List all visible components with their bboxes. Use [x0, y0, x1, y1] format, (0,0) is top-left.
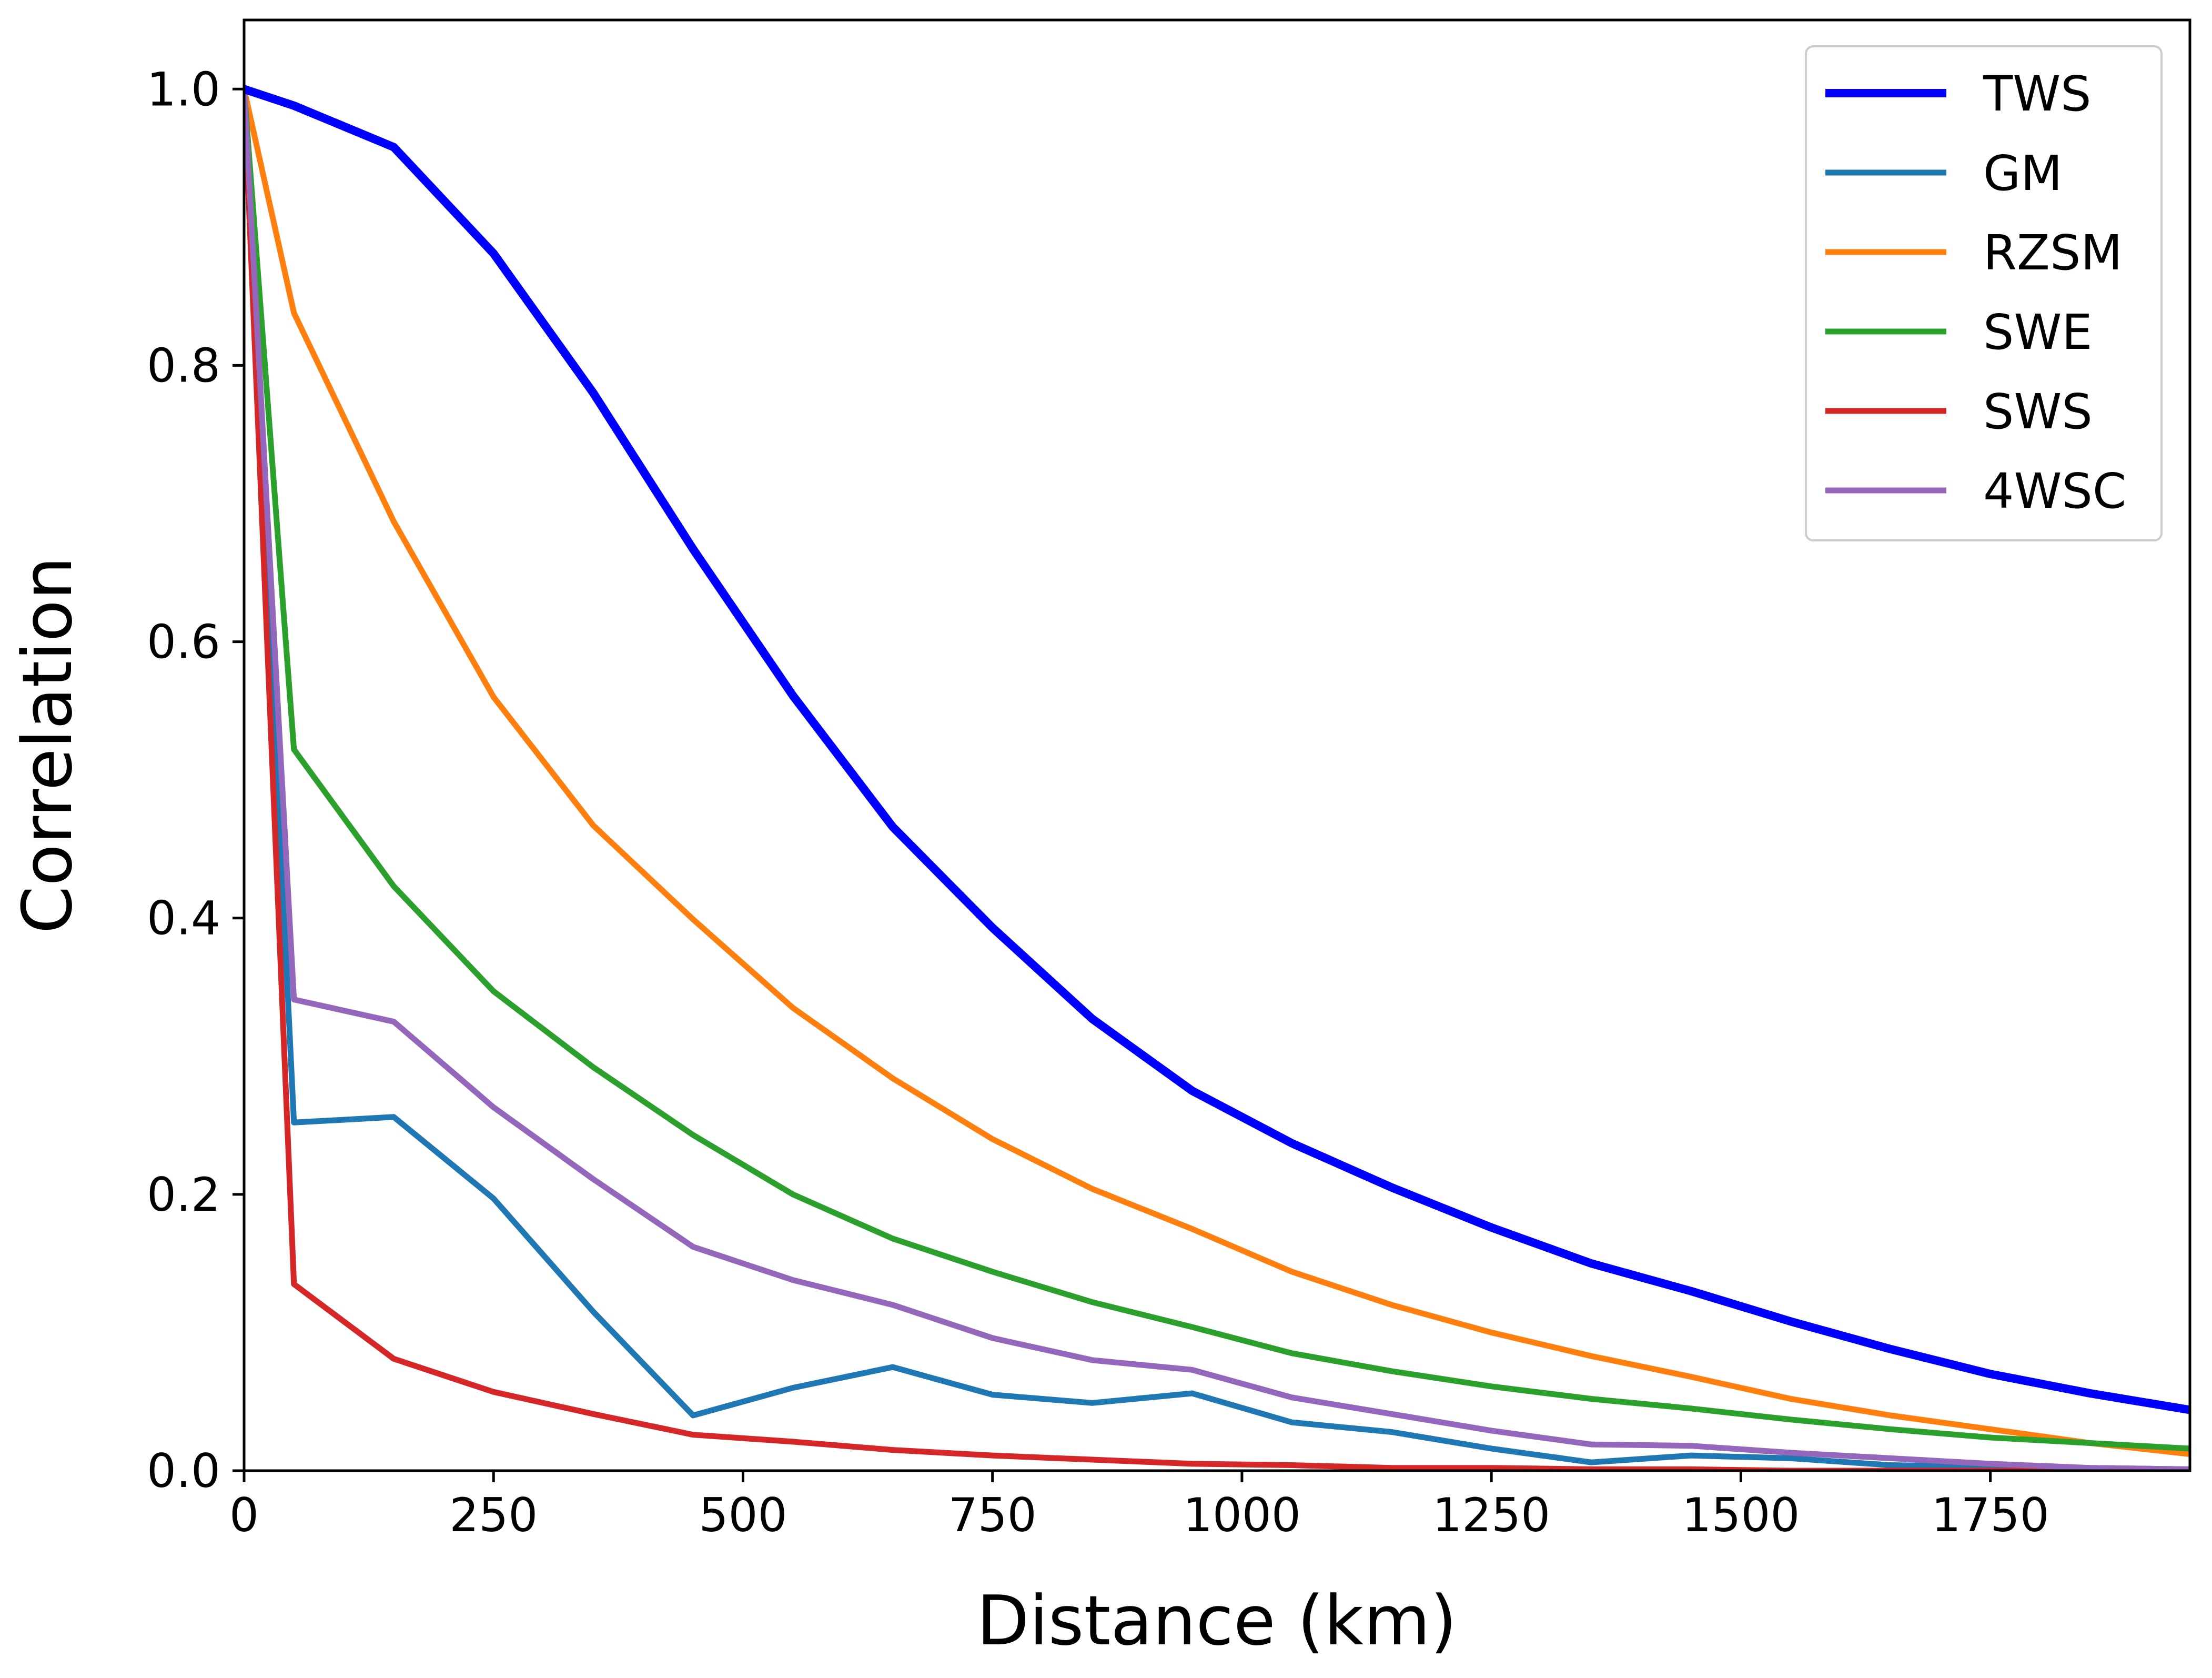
series-line-swe [244, 88, 2190, 1452]
legend-item-swe: SWE [1825, 304, 2093, 360]
legend-item-sws: SWS [1825, 384, 2093, 440]
series-line-tws [244, 85, 2190, 1414]
x-tick-label: 0 [229, 1488, 259, 1542]
legend-item-4wsc: 4WSC [1825, 463, 2126, 519]
x-tick-label: 1250 [1432, 1488, 1550, 1542]
series-line-gm [244, 89, 2190, 1471]
y-tick-label: 0.6 [147, 615, 220, 669]
plot-area-frame [243, 18, 2191, 1472]
x-tick-label: 1500 [1682, 1488, 1800, 1542]
x-tick-label: 1000 [1183, 1488, 1301, 1542]
legend-label: SWE [1983, 304, 2093, 360]
legend-label: GM [1983, 145, 2063, 202]
legend-label: SWS [1983, 384, 2093, 440]
x-axis-ticks: 0 250 500 750 1000 1250 1500 1750 [229, 1471, 2049, 1542]
x-tick-label: 750 [948, 1488, 1037, 1542]
legend-item-tws: TWS [1825, 66, 2092, 122]
y-axis-label: Correlation [7, 557, 87, 934]
series-lines [244, 85, 2190, 1471]
legend-label: TWS [1983, 66, 2092, 122]
legend-item-rzsm: RZSM [1825, 225, 2123, 281]
y-tick-label: 0.8 [147, 338, 220, 393]
y-axis-ticks: 0.0 0.2 0.4 0.6 0.8 1.0 [147, 62, 244, 1498]
legend-label: 4WSC [1983, 463, 2126, 519]
x-tick-label: 250 [449, 1488, 538, 1542]
series-line-4wsc [244, 88, 2190, 1471]
y-tick-label: 0.2 [147, 1168, 220, 1222]
y-tick-label: 0.0 [147, 1444, 220, 1498]
series-line-sws [244, 89, 2190, 1471]
legend-item-gm: GM [1825, 145, 2063, 202]
x-tick-label: 1750 [1932, 1488, 2049, 1542]
x-tick-label: 500 [699, 1488, 787, 1542]
y-tick-label: 0.4 [147, 891, 220, 946]
series-line-rzsm [244, 88, 2190, 1457]
legend-label: RZSM [1983, 225, 2123, 281]
y-tick-label: 1.0 [147, 62, 220, 116]
legend: TWS GM RZSM SWE SWS 4WSC [1805, 45, 2163, 541]
x-axis-label: Distance (km) [976, 1581, 1457, 1661]
